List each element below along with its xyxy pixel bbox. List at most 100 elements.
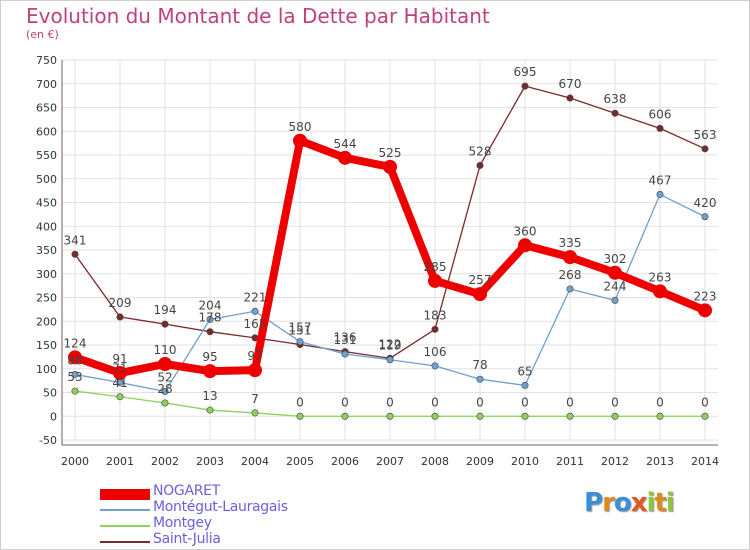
legend-label: Montgey: [153, 515, 212, 531]
y-tick-label: 750: [36, 54, 57, 67]
data-point-saint-julia: [206, 328, 214, 336]
data-label-nogaret: 91: [112, 352, 127, 366]
data-point-saint-julia: [566, 94, 574, 102]
data-point-montgey: [566, 412, 574, 420]
y-tick-label: 50: [43, 387, 57, 400]
data-point-montgey: [431, 412, 439, 420]
data-point-mont-gut-lauragais: [656, 190, 664, 198]
data-point-montgey: [206, 406, 214, 414]
data-point-nogaret: [518, 238, 532, 253]
y-tick-label: 700: [36, 78, 57, 91]
y-tick-label: 150: [36, 339, 57, 352]
logo-letter: i: [665, 488, 675, 518]
y-tick-label: -50: [39, 434, 57, 447]
data-point-saint-julia: [116, 313, 124, 321]
x-tick-label: 2008: [421, 455, 449, 468]
data-label-mont-gut-lauragais: 244: [604, 279, 627, 293]
data-label-montgey: 0: [521, 395, 529, 409]
data-label-mont-gut-lauragais: 268: [559, 268, 582, 282]
data-label-montgey: 0: [341, 395, 349, 409]
x-tick-label: 2012: [601, 455, 629, 468]
data-point-saint-julia: [161, 320, 169, 328]
data-point-nogaret: [248, 363, 262, 378]
data-label-montgey: 7: [251, 392, 259, 406]
x-tick-label: 2006: [331, 455, 359, 468]
x-tick-label: 2003: [196, 455, 224, 468]
data-label-saint-julia: 165: [244, 317, 267, 331]
data-label-mont-gut-lauragais: 71: [112, 362, 127, 376]
data-point-mont-gut-lauragais: [341, 350, 349, 358]
legend-label: NOGARET: [153, 483, 220, 499]
x-tick-label: 2007: [376, 455, 404, 468]
data-point-mont-gut-lauragais: [296, 338, 304, 346]
data-point-nogaret: [113, 366, 127, 381]
data-label-saint-julia: 209: [109, 296, 132, 310]
data-label-montgey: 0: [386, 395, 394, 409]
data-label-nogaret: 124: [64, 336, 87, 350]
x-tick-label: 2011: [556, 455, 584, 468]
data-point-nogaret: [68, 350, 82, 365]
data-label-saint-julia: 122: [379, 337, 402, 351]
data-point-montgey: [476, 412, 484, 420]
logo-letter: t: [654, 488, 666, 518]
data-label-nogaret: 525: [379, 146, 402, 160]
data-point-mont-gut-lauragais: [566, 285, 574, 293]
data-label-mont-gut-lauragais: 157: [289, 321, 312, 335]
data-point-mont-gut-lauragais: [476, 375, 484, 383]
x-tick-label: 2005: [286, 455, 314, 468]
data-point-nogaret: [203, 364, 217, 379]
legend-swatch: [100, 525, 150, 527]
data-label-saint-julia: 670: [559, 77, 582, 91]
data-point-montgey: [341, 412, 349, 420]
data-label-nogaret: 544: [334, 137, 357, 151]
data-label-saint-julia: 151: [289, 324, 312, 338]
data-label-montgey: 0: [296, 395, 304, 409]
x-tick-label: 2009: [466, 455, 494, 468]
data-point-saint-julia: [71, 250, 79, 258]
data-label-mont-gut-lauragais: 52: [157, 371, 172, 385]
data-label-nogaret: 335: [559, 236, 582, 250]
data-point-mont-gut-lauragais: [251, 307, 259, 315]
data-label-saint-julia: 194: [154, 303, 177, 317]
data-label-nogaret: 285: [424, 260, 447, 274]
data-label-saint-julia: 606: [649, 107, 672, 121]
x-tick-label: 2001: [106, 455, 134, 468]
data-label-saint-julia: 341: [64, 233, 87, 247]
data-point-montgey: [116, 393, 124, 401]
data-label-saint-julia: 178: [199, 311, 222, 325]
y-tick-label: 600: [36, 125, 57, 138]
data-point-mont-gut-lauragais: [161, 388, 169, 396]
data-label-nogaret: 263: [649, 270, 672, 284]
data-label-saint-julia: 563: [694, 128, 717, 142]
proxiti-logo: Proxiti: [584, 488, 675, 518]
data-point-mont-gut-lauragais: [431, 362, 439, 370]
data-label-mont-gut-lauragais: 78: [472, 358, 487, 372]
data-point-montgey: [161, 399, 169, 407]
data-point-saint-julia: [701, 145, 709, 153]
y-tick-label: 200: [36, 315, 57, 328]
y-tick-label: 0: [50, 410, 57, 423]
data-point-nogaret: [563, 250, 577, 265]
data-point-saint-julia: [611, 109, 619, 117]
data-label-mont-gut-lauragais: 221: [244, 290, 267, 304]
logo-letter: i: [646, 488, 656, 518]
data-point-montgey: [611, 412, 619, 420]
data-point-nogaret: [698, 303, 712, 318]
data-label-saint-julia: 136: [334, 331, 357, 345]
data-label-mont-gut-lauragais: 65: [517, 364, 532, 378]
x-tick-label: 2000: [61, 455, 89, 468]
data-label-nogaret: 95: [202, 350, 217, 364]
data-label-nogaret: 302: [604, 252, 627, 266]
data-label-montgey: 0: [611, 395, 619, 409]
data-point-montgey: [386, 412, 394, 420]
chart-unit-label: (en €): [26, 28, 59, 41]
data-point-montgey: [521, 412, 529, 420]
data-point-saint-julia: [431, 325, 439, 333]
data-label-saint-julia: 638: [604, 92, 627, 106]
legend-swatch: [100, 489, 150, 500]
x-tick-label: 2004: [241, 455, 269, 468]
y-tick-label: 350: [36, 244, 57, 257]
data-point-montgey: [71, 387, 79, 395]
data-point-montgey: [701, 412, 709, 420]
data-label-nogaret: 580: [289, 120, 312, 134]
